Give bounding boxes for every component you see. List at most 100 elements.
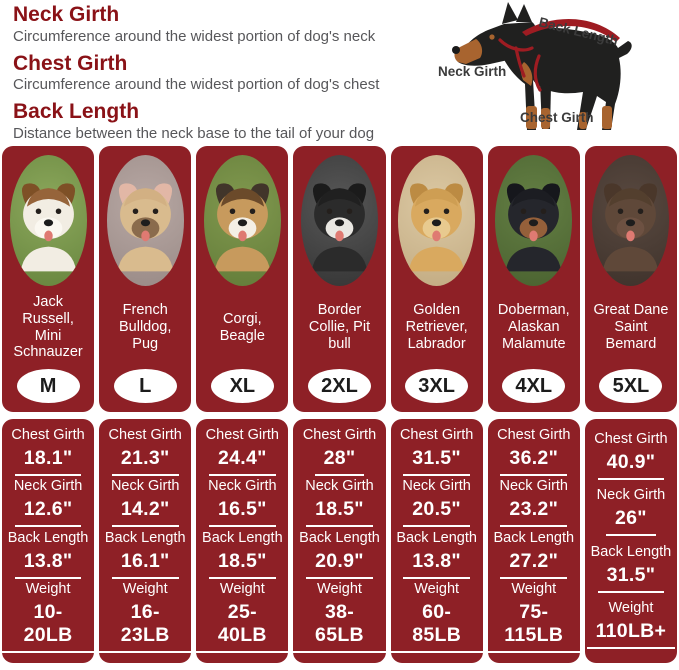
chest-girth-value: 21.3"	[111, 447, 179, 476]
weight-value: 10-20LB	[2, 601, 95, 654]
size-chart-grid: Jack Russell, Mini Schnauzer M Chest Gir…	[2, 146, 677, 663]
weight-row: Weight 75-115LB	[487, 581, 580, 654]
measurements-card: Chest Girth 36.2" Neck Girth 23.2" Back …	[487, 419, 580, 663]
breed-names: Great Dane Saint Bemard	[593, 302, 669, 352]
legend-title-back-length: Back Length	[13, 100, 140, 124]
dog-photo	[9, 155, 87, 286]
breed-card: Jack Russell, Mini Schnauzer M	[2, 146, 95, 412]
dog-face-icon	[117, 183, 173, 272]
size-badge: 3XL	[405, 369, 469, 403]
back-length-value: 13.8"	[403, 550, 470, 579]
size-column-4xl: Doberman, Alaskan Malamute 4XL Chest Gir…	[487, 146, 580, 663]
breed-names: Corgi, Beagle	[219, 310, 265, 344]
weight-value: 60-85LB	[390, 601, 483, 654]
back-length-value: 16.1"	[111, 550, 179, 579]
back-length-value: 27.2"	[500, 550, 568, 579]
legend-desc-back-length: Distance between the neck base to the ta…	[13, 125, 375, 143]
size-column-2xl: Border Collie, Pit bull 2XL Chest Girth …	[293, 146, 386, 663]
chest-girth-row: Chest Girth 40.9"	[585, 431, 677, 481]
dog-photo	[300, 155, 378, 286]
dog-face-icon	[506, 183, 562, 272]
neck-girth-value: 23.2"	[500, 498, 568, 528]
chest-girth-row: Chest Girth 21.3"	[99, 427, 191, 476]
size-column-xl: Corgi, Beagle XL Chest Girth 24.4" Neck …	[196, 146, 289, 663]
back-length-value: 18.5"	[209, 550, 276, 579]
back-length-value: 20.9"	[306, 550, 373, 579]
breed-names: French Bulldog, Pug	[119, 302, 172, 352]
neck-girth-row: Neck Girth 18.5"	[293, 478, 385, 528]
size-badge: L	[113, 369, 177, 403]
back-length-row: Back Length 31.5"	[585, 544, 677, 593]
breed-names: Doberman, Alaskan Malamute	[497, 302, 570, 352]
neck-girth-row: Neck Girth 23.2"	[488, 478, 580, 528]
size-column-l: French Bulldog, Pug L Chest Girth 21.3" …	[99, 146, 192, 663]
neck-girth-row: Neck Girth 12.6"	[2, 478, 94, 528]
chest-girth-value: 40.9"	[597, 451, 665, 481]
weight-value: 38-65LB	[293, 601, 386, 654]
neck-girth-value: 20.5"	[403, 498, 470, 528]
size-badge: M	[16, 369, 80, 403]
neck-girth-value: 18.5"	[306, 498, 373, 528]
breed-names: Border Collie, Pit bull	[308, 302, 371, 352]
measurements-card: Chest Girth 31.5" Neck Girth 20.5" Back …	[390, 419, 483, 663]
neck-girth-row: Neck Girth 20.5"	[391, 478, 483, 528]
measurement-legend: Neck Girth Circumference around the wide…	[13, 3, 453, 150]
dog-face-icon	[603, 183, 659, 272]
size-column-5xl: Great Dane Saint Bemard 5XL Chest Girth …	[584, 146, 677, 663]
weight-row: Weight 10-20LB	[2, 581, 95, 654]
neck-girth-row: Neck Girth 16.5"	[196, 478, 288, 528]
measurements-card: Chest Girth 21.3" Neck Girth 14.2" Back …	[99, 419, 192, 663]
neck-girth-value: 12.6"	[14, 498, 82, 528]
weight-row: Weight 25-40LB	[196, 581, 289, 654]
size-badge: 4XL	[502, 369, 566, 403]
back-length-row: Back Length 20.9"	[293, 530, 385, 579]
neck-girth-row: Neck Girth 14.2"	[99, 478, 191, 528]
size-badge: XL	[210, 369, 274, 403]
measurements-card: Chest Girth 24.4" Neck Girth 16.5" Back …	[196, 419, 289, 663]
breed-card: Corgi, Beagle XL	[196, 146, 289, 412]
neck-girth-value: 16.5"	[209, 498, 276, 528]
breed-card: Doberman, Alaskan Malamute 4XL	[487, 146, 580, 412]
breed-card: Golden Retriever, Labrador 3XL	[390, 146, 483, 412]
legend-desc-chest-girth: Circumference around the widest portion …	[13, 76, 380, 94]
legend-desc-neck-girth: Circumference around the widest portion …	[13, 27, 376, 45]
doberman-illustration: Back Length Neck Girth Chest Girth	[438, 2, 632, 130]
neck-girth-row: Neck Girth 26"	[585, 487, 677, 537]
chest-girth-value: 36.2"	[500, 447, 568, 476]
neck-girth-value: 14.2"	[111, 498, 179, 528]
dog-photo	[592, 155, 670, 286]
back-length-value: 31.5"	[597, 564, 665, 593]
dog-photo	[398, 155, 476, 286]
measurements-card: Chest Girth 40.9" Neck Girth 26" Back Le…	[584, 419, 677, 663]
weight-value: 16-23LB	[99, 601, 192, 654]
dog-face-icon	[311, 183, 368, 272]
weight-row: Weight 38-65LB	[293, 581, 386, 654]
diagram-label-chest-girth: Chest Girth	[520, 110, 594, 125]
weight-row: Weight 110LB+	[585, 600, 677, 649]
chest-girth-row: Chest Girth 36.2"	[488, 427, 580, 476]
neck-girth-value: 26"	[606, 507, 656, 537]
chest-girth-value: 24.4"	[209, 447, 276, 476]
diagram-label-neck-girth: Neck Girth	[438, 64, 506, 79]
weight-value: 25-40LB	[196, 601, 289, 654]
dog-face-icon	[408, 183, 465, 272]
size-column-3xl: Golden Retriever, Labrador 3XL Chest Gir…	[390, 146, 483, 663]
breed-card: Border Collie, Pit bull 2XL	[293, 146, 386, 412]
chest-girth-value: 28"	[314, 447, 365, 476]
breed-names: Jack Russell, Mini Schnauzer	[13, 293, 83, 361]
back-length-row: Back Length 27.2"	[488, 530, 580, 579]
dog-photo	[495, 155, 573, 286]
back-length-row: Back Length 13.8"	[391, 530, 483, 579]
weight-row: Weight 60-85LB	[390, 581, 483, 654]
chest-girth-row: Chest Girth 24.4"	[196, 427, 288, 476]
breed-card: French Bulldog, Pug L	[99, 146, 192, 412]
measurements-card: Chest Girth 18.1" Neck Girth 12.6" Back …	[2, 419, 95, 663]
breed-card: Great Dane Saint Bemard 5XL	[584, 146, 677, 412]
legend-title-neck-girth: Neck Girth	[13, 3, 120, 26]
dog-photo	[203, 155, 281, 286]
chest-girth-row: Chest Girth 31.5"	[391, 427, 483, 476]
measurements-card: Chest Girth 28" Neck Girth 18.5" Back Le…	[293, 419, 386, 663]
chest-girth-row: Chest Girth 18.1"	[2, 427, 94, 476]
chest-girth-value: 18.1"	[14, 447, 82, 476]
back-length-row: Back Length 18.5"	[196, 530, 288, 579]
